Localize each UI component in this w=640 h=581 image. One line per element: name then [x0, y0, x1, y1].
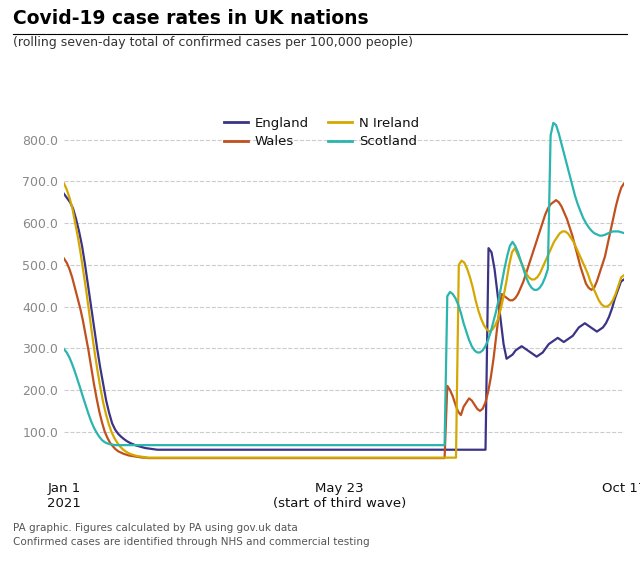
Legend: England, Wales, N Ireland, Scotland: England, Wales, N Ireland, Scotland — [224, 117, 419, 148]
Text: (rolling seven-day total of confirmed cases per 100,000 people): (rolling seven-day total of confirmed ca… — [13, 36, 413, 49]
Text: Covid-19 case rates in UK nations: Covid-19 case rates in UK nations — [13, 9, 369, 28]
Text: PA graphic. Figures calculated by PA using gov.uk data: PA graphic. Figures calculated by PA usi… — [13, 523, 298, 533]
Text: Confirmed cases are identified through NHS and commercial testing: Confirmed cases are identified through N… — [13, 537, 369, 547]
